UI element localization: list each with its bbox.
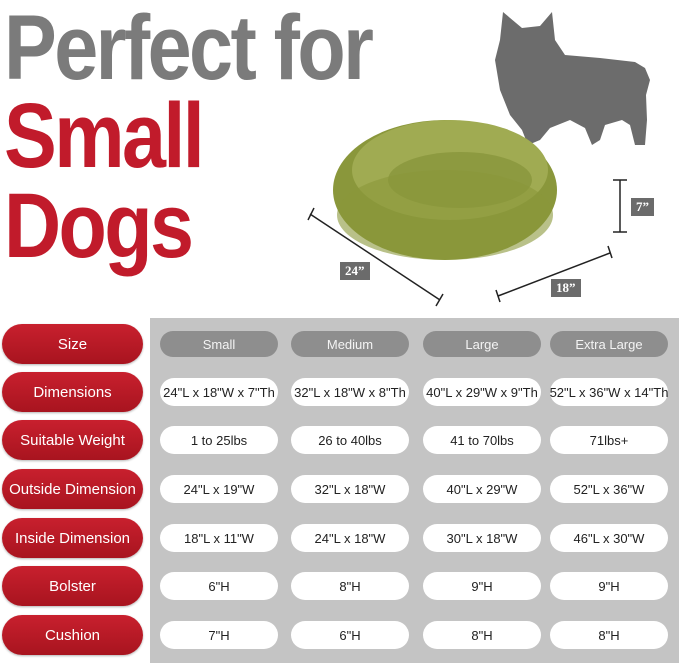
- table-cell: 52"L x 36"W: [550, 475, 668, 503]
- headline-line1: Perfect for: [4, 0, 374, 99]
- table-cell: 30"L x 18"W: [423, 524, 541, 552]
- product-illustration: [307, 12, 650, 307]
- size-header: Extra Large: [550, 331, 668, 357]
- table-cell: 52"L x 36"W x 14"Th: [550, 378, 668, 406]
- table-cell: 1 to 25lbs: [160, 426, 278, 454]
- row-label: Bolster: [2, 566, 143, 606]
- table-cell: 18"L x 11"W: [160, 524, 278, 552]
- table-cell: 26 to 40lbs: [291, 426, 409, 454]
- row-label: Size: [2, 324, 143, 364]
- table-cell: 24"L x 18"W x 7"Th: [160, 378, 278, 406]
- row-label: Inside Dimension: [2, 518, 143, 558]
- dog-silhouette-icon: [495, 12, 650, 145]
- table-cell: 40"L x 29"W: [423, 475, 541, 503]
- table-cell: 32"L x 18"W: [291, 475, 409, 503]
- row-label: Outside Dimension: [2, 469, 143, 509]
- headline-line2: Small: [4, 85, 205, 187]
- table-cell: 6"H: [291, 621, 409, 649]
- width-label: 18”: [551, 279, 581, 297]
- size-header: Medium: [291, 331, 409, 357]
- table-cell: 8"H: [291, 572, 409, 600]
- table-cell: 40"L x 29"W x 9"Th: [423, 378, 541, 406]
- table-cell: 24"L x 18"W: [291, 524, 409, 552]
- size-header: Large: [423, 331, 541, 357]
- table-cell: 46"L x 30"W: [550, 524, 668, 552]
- table-cell: 9"H: [550, 572, 668, 600]
- row-label: Suitable Weight: [2, 420, 143, 460]
- table-cell: 41 to 70lbs: [423, 426, 541, 454]
- height-label: 7”: [631, 198, 654, 216]
- row-label: Dimensions: [2, 372, 143, 412]
- dimension-lines: [307, 179, 627, 307]
- headline-line3: Dogs: [4, 175, 194, 277]
- table-cell: 8"H: [550, 621, 668, 649]
- table-cell: 8"H: [423, 621, 541, 649]
- table-cell: 7"H: [160, 621, 278, 649]
- size-header: Small: [160, 331, 278, 357]
- table-cell: 71lbs+: [550, 426, 668, 454]
- length-label: 24”: [340, 262, 370, 280]
- dog-bed-image: [333, 120, 557, 260]
- table-cell: 9"H: [423, 572, 541, 600]
- table-cell: 6"H: [160, 572, 278, 600]
- table-cell: 32"L x 18"W x 8"Th: [291, 378, 409, 406]
- row-label: Cushion: [2, 615, 143, 655]
- table-cell: 24"L x 19"W: [160, 475, 278, 503]
